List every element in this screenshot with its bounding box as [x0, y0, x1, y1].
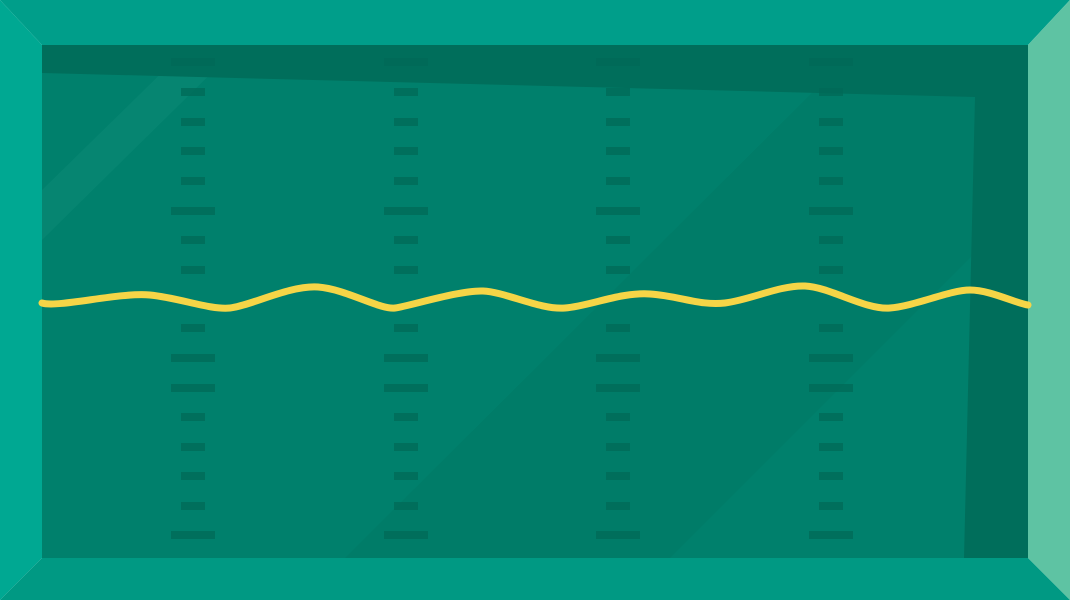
- lane-dash: [394, 413, 418, 421]
- lane-dash: [384, 384, 428, 392]
- lane-dash: [606, 472, 630, 480]
- lane-dash: [394, 147, 418, 155]
- lane-dash: [809, 384, 853, 392]
- lane-dash: [819, 266, 843, 274]
- lane-dash: [819, 236, 843, 244]
- lane-dash: [181, 443, 205, 451]
- lane-dash: [394, 324, 418, 332]
- lane-dash: [596, 58, 640, 66]
- lane-dash: [394, 472, 418, 480]
- lane-dash: [171, 58, 215, 66]
- lane-dash: [181, 266, 205, 274]
- lane-dash: [171, 354, 215, 362]
- lane-dash: [606, 324, 630, 332]
- lane-dash: [596, 207, 640, 215]
- lane-dash: [394, 118, 418, 126]
- frame-right: [1028, 0, 1070, 600]
- lane-dash: [819, 413, 843, 421]
- lane-dash: [606, 177, 630, 185]
- lane-dash: [394, 88, 418, 96]
- lane-dash: [809, 531, 853, 539]
- lane-dash: [606, 443, 630, 451]
- frame-bottom: [0, 558, 1070, 600]
- lane-dash: [819, 472, 843, 480]
- lane-dash: [181, 88, 205, 96]
- lane-dash: [384, 58, 428, 66]
- lane-dash: [181, 472, 205, 480]
- lane-dash: [819, 118, 843, 126]
- frame-top: [0, 0, 1070, 45]
- lane-dash: [394, 502, 418, 510]
- lane-dash: [171, 207, 215, 215]
- lane-dash: [809, 354, 853, 362]
- lane-dash: [606, 118, 630, 126]
- wave-line: [38, 282, 1032, 312]
- lane-dash: [606, 88, 630, 96]
- lane-dash: [181, 502, 205, 510]
- lane-dash: [809, 207, 853, 215]
- lane-dash: [384, 531, 428, 539]
- lane-markers: [171, 58, 853, 539]
- lane-dash: [181, 177, 205, 185]
- lane-dash: [819, 88, 843, 96]
- lane-dash: [394, 266, 418, 274]
- lane-dash: [606, 236, 630, 244]
- lane-dash: [606, 413, 630, 421]
- lane-dash: [819, 177, 843, 185]
- lane-dash: [596, 384, 640, 392]
- lane-dash: [819, 324, 843, 332]
- lane-dash: [394, 443, 418, 451]
- lane-dash: [819, 502, 843, 510]
- lane-dash: [384, 354, 428, 362]
- lane-dash: [606, 266, 630, 274]
- frame-left: [0, 0, 42, 600]
- lane-dash: [394, 236, 418, 244]
- lane-dash: [394, 177, 418, 185]
- lane-dash: [819, 443, 843, 451]
- lane-dash: [181, 118, 205, 126]
- lane-dash: [171, 531, 215, 539]
- lane-dash: [181, 147, 205, 155]
- lane-dash: [809, 58, 853, 66]
- lane-dash: [596, 531, 640, 539]
- lane-dash: [181, 236, 205, 244]
- lane-dash: [181, 324, 205, 332]
- lane-dash: [384, 207, 428, 215]
- lane-dash: [606, 147, 630, 155]
- lane-dash: [819, 147, 843, 155]
- lane-dash: [181, 413, 205, 421]
- lane-dash: [171, 384, 215, 392]
- lane-dash: [596, 354, 640, 362]
- lane-dash: [606, 502, 630, 510]
